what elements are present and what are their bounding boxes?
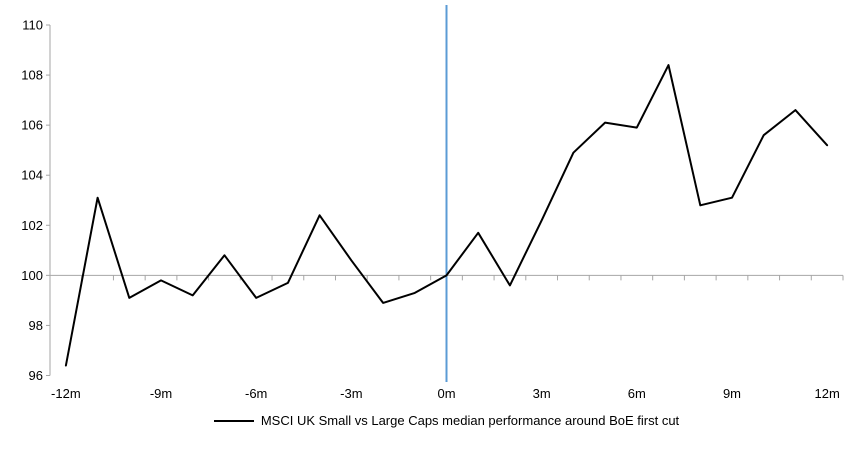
y-tick-label: 108 <box>21 68 43 83</box>
x-tick-label: 12m <box>814 386 839 401</box>
x-tick-label: 9m <box>723 386 741 401</box>
y-tick-label: 106 <box>21 118 43 133</box>
x-tick-label: 0m <box>437 386 455 401</box>
x-tick-label: 6m <box>628 386 646 401</box>
x-tick-label: -3m <box>340 386 362 401</box>
y-tick-label: 96 <box>29 368 43 383</box>
x-tick-label: -9m <box>150 386 172 401</box>
legend-label: MSCI UK Small vs Large Caps median perfo… <box>260 413 680 428</box>
series-line <box>64 64 829 367</box>
y-tick-label: 110 <box>22 18 43 33</box>
x-tick-label: 3m <box>533 386 551 401</box>
y-tick-label: 100 <box>21 268 43 283</box>
legend: MSCI UK Small vs Large Caps median perfo… <box>50 413 843 428</box>
y-tick-label: 102 <box>21 218 43 233</box>
x-tick-label: -6m <box>245 386 267 401</box>
y-tick-label: 98 <box>29 318 43 333</box>
legend-line-sample <box>213 419 254 422</box>
x-tick-label: -12m <box>51 386 81 401</box>
y-tick-label: 104 <box>21 168 43 183</box>
